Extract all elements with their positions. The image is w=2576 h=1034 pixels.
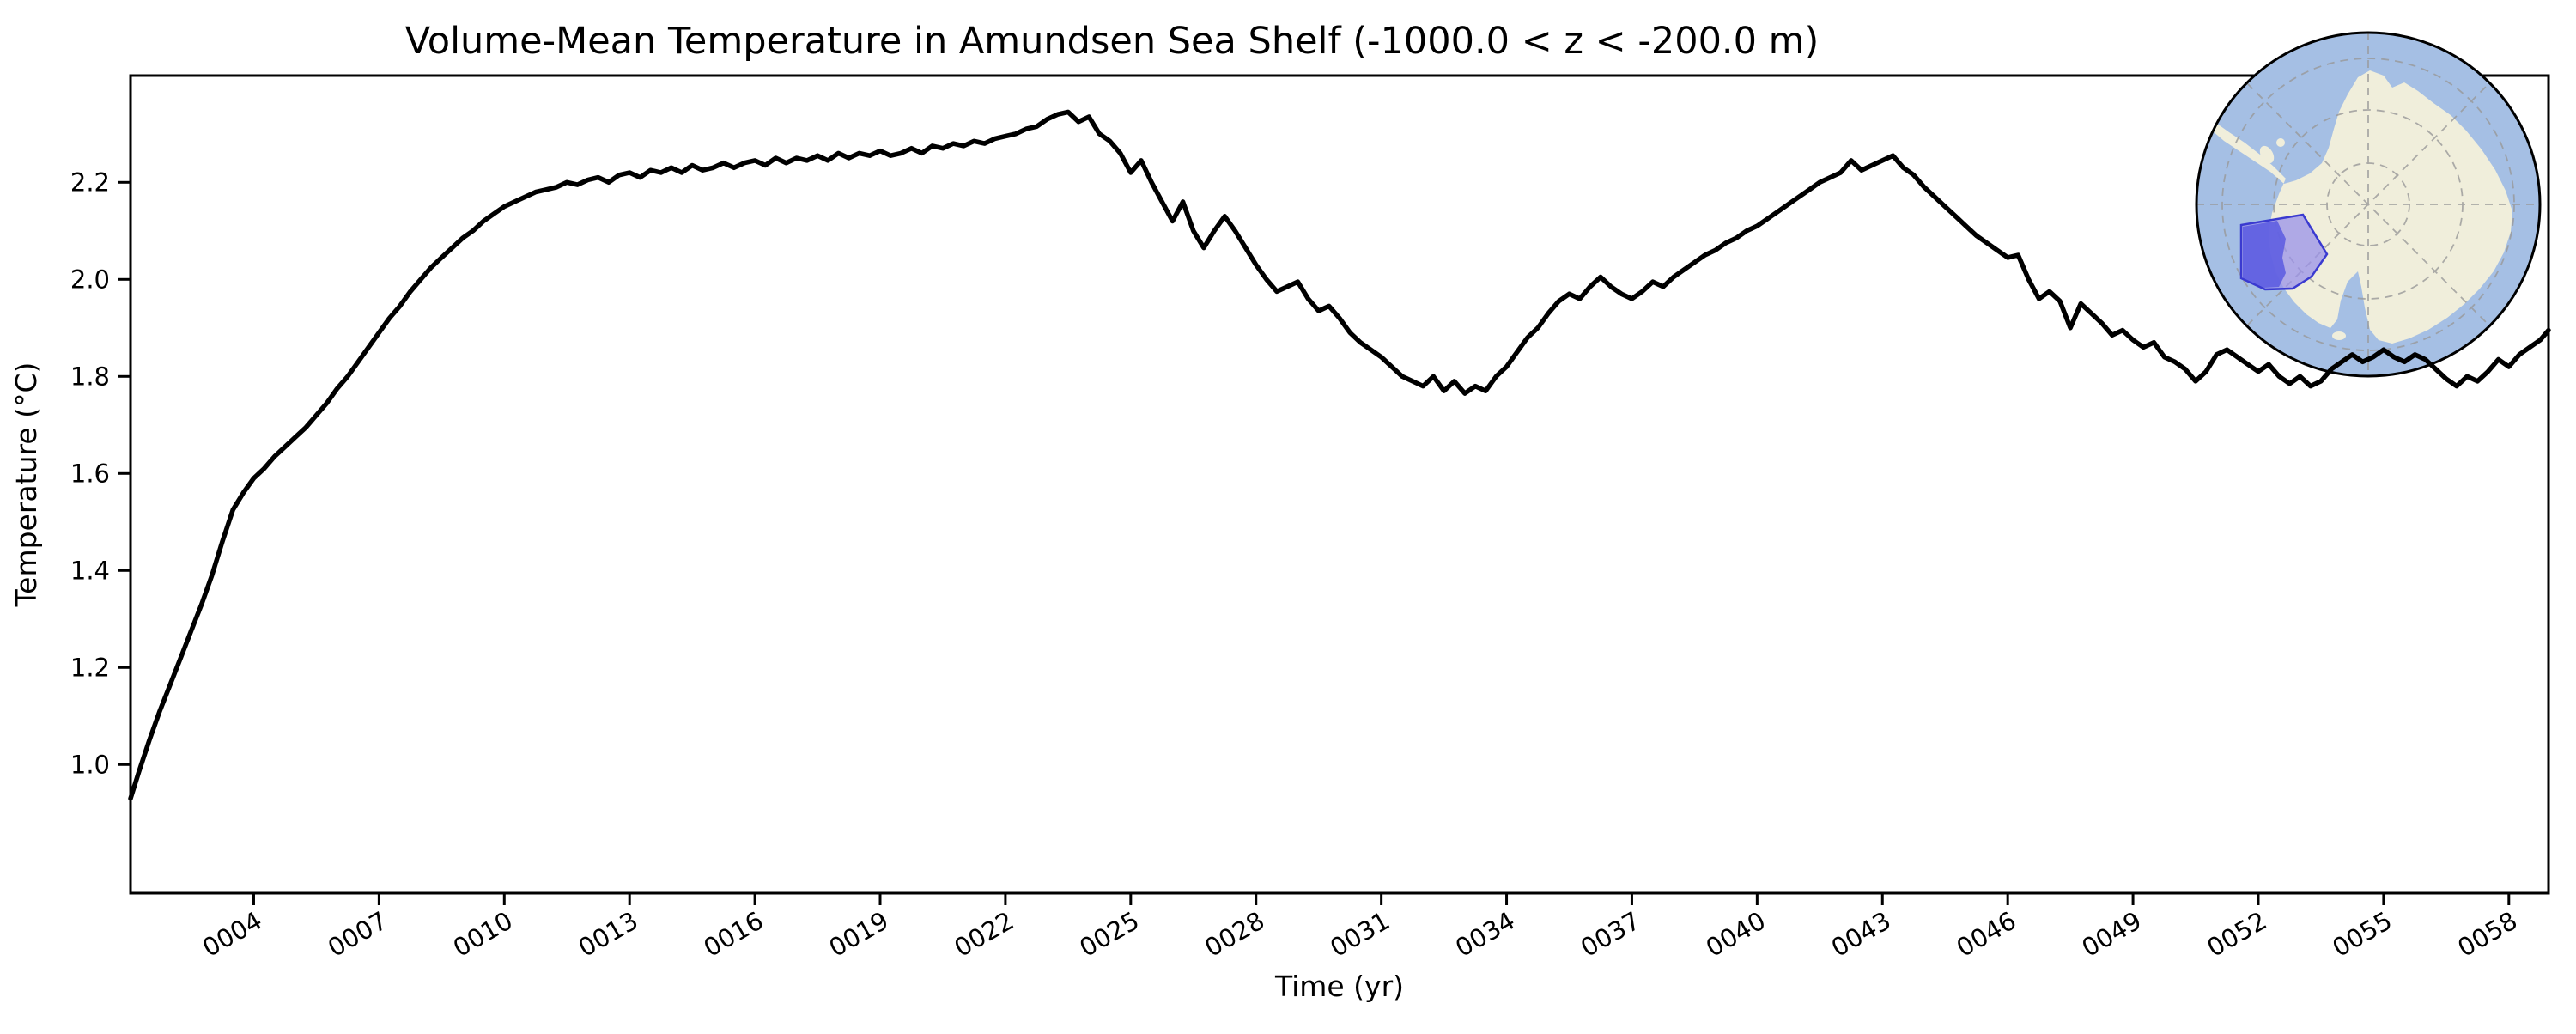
- amundsen-region-highlight: [2239, 213, 2329, 291]
- amundsen-region-border: [2239, 213, 2329, 291]
- map-border: [2195, 31, 2542, 378]
- y-tick-label: 1.6: [70, 459, 110, 488]
- y-tick-label: 1.8: [70, 362, 110, 391]
- antarctica-inset-map: [2195, 31, 2542, 378]
- plot-area: [129, 74, 2550, 895]
- graticule: [2196, 33, 2540, 376]
- y-tick-label: 2.0: [70, 265, 110, 294]
- island: [2332, 331, 2346, 340]
- y-tick-label: 1.2: [70, 653, 110, 682]
- island: [2259, 145, 2275, 164]
- chart-title: Volume-Mean Temperature in Amundsen Sea …: [405, 20, 1820, 63]
- temperature-line: [128, 109, 2551, 801]
- y-axis-ticks: 1.0 1.2 1.4 1.6 1.8 2.0 2.2: [70, 167, 131, 779]
- y-tick-label: 2.2: [70, 167, 110, 197]
- x-axis-label: Time (yr): [1274, 970, 1404, 1003]
- amundsen-region-deep-shelf: [2243, 221, 2286, 288]
- y-tick-label: 1.4: [70, 556, 110, 585]
- island: [2276, 138, 2285, 147]
- y-tick-label: 1.0: [70, 750, 110, 779]
- y-axis-label: Temperature (°C): [9, 362, 43, 608]
